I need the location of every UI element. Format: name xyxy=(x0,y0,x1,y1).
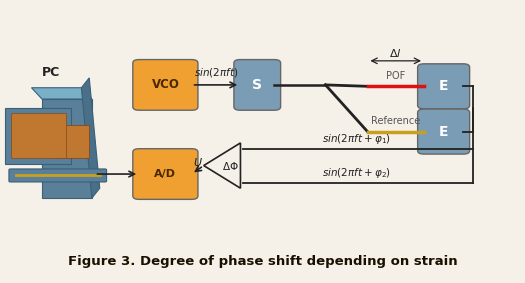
Text: $\Delta l$: $\Delta l$ xyxy=(390,48,402,59)
FancyBboxPatch shape xyxy=(5,108,71,164)
Text: $\Delta\Phi$: $\Delta\Phi$ xyxy=(222,160,238,171)
Text: $sin(2\pi ft + \varphi_2)$: $sin(2\pi ft + \varphi_2)$ xyxy=(322,166,391,180)
FancyBboxPatch shape xyxy=(133,60,198,110)
Polygon shape xyxy=(81,78,100,198)
FancyBboxPatch shape xyxy=(418,109,469,154)
Text: $sin(2\pi ft)$: $sin(2\pi ft)$ xyxy=(194,66,238,79)
Text: VCO: VCO xyxy=(151,78,180,91)
Polygon shape xyxy=(204,143,240,188)
FancyBboxPatch shape xyxy=(52,125,89,158)
Text: POF: POF xyxy=(386,71,405,81)
Text: E: E xyxy=(439,79,448,93)
Text: $U$: $U$ xyxy=(193,156,203,168)
FancyBboxPatch shape xyxy=(10,113,66,158)
Text: E: E xyxy=(439,125,448,139)
FancyBboxPatch shape xyxy=(133,149,198,199)
Text: A/D: A/D xyxy=(154,169,176,179)
FancyBboxPatch shape xyxy=(9,169,107,182)
FancyBboxPatch shape xyxy=(418,64,469,109)
Text: PC: PC xyxy=(43,66,60,79)
FancyBboxPatch shape xyxy=(42,99,92,198)
Text: Reference: Reference xyxy=(371,116,421,126)
Text: $sin(2\pi ft + \varphi_1)$: $sin(2\pi ft + \varphi_1)$ xyxy=(322,132,391,146)
Text: Figure 3. Degree of phase shift depending on strain: Figure 3. Degree of phase shift dependin… xyxy=(68,255,457,268)
Polygon shape xyxy=(32,88,92,99)
FancyBboxPatch shape xyxy=(234,60,280,110)
Text: S: S xyxy=(252,78,262,92)
